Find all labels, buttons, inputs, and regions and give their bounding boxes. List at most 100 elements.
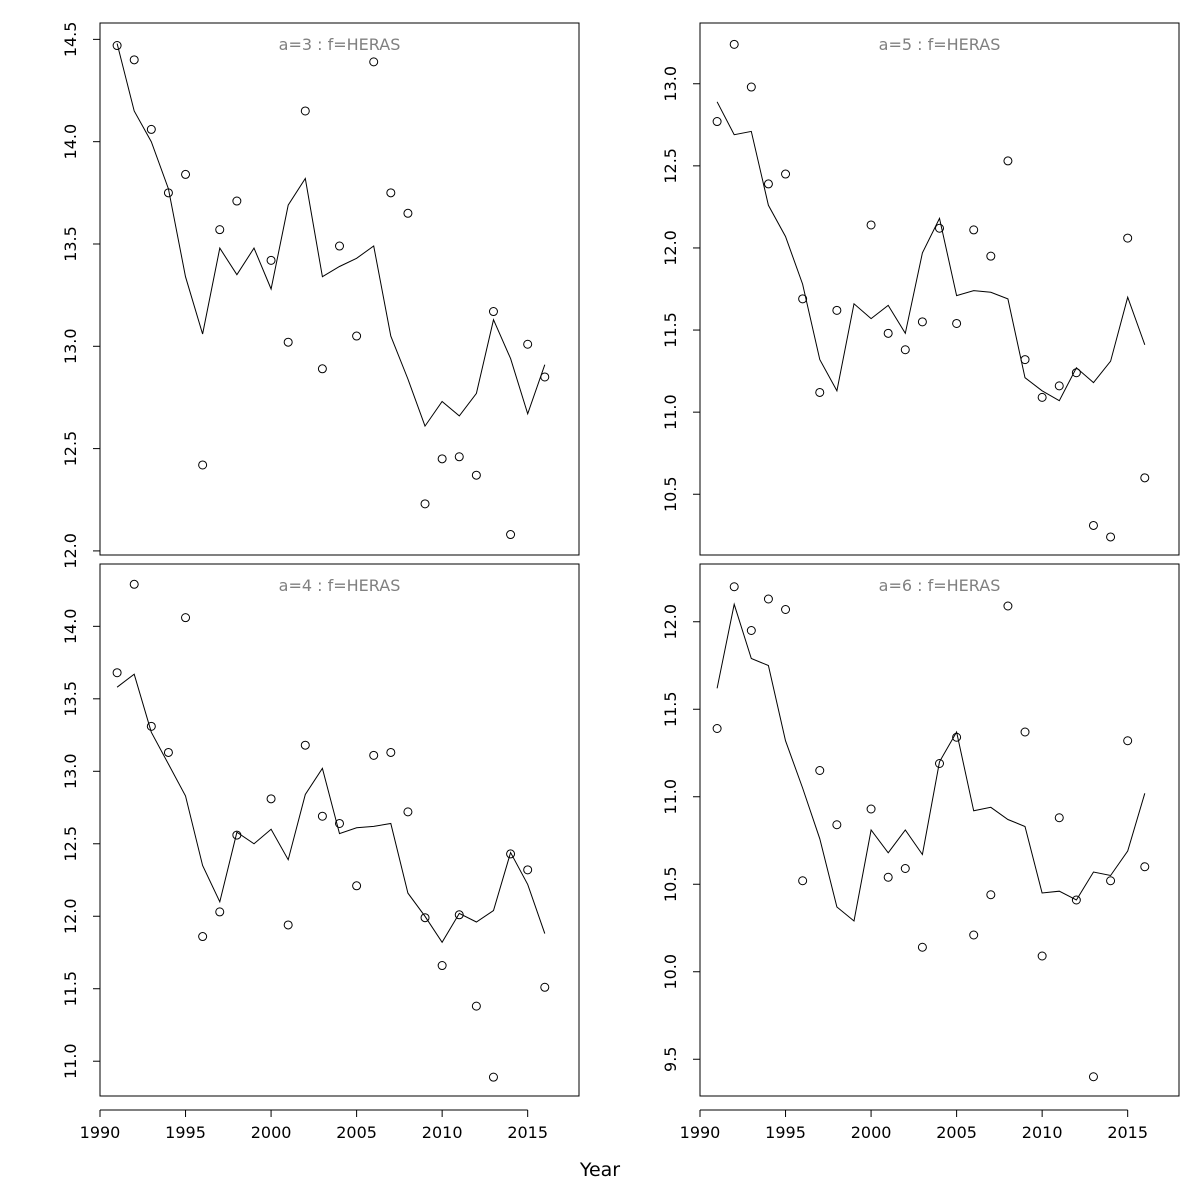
plot-frame bbox=[99, 22, 580, 556]
data-point bbox=[832, 820, 842, 830]
data-point bbox=[198, 460, 208, 470]
fitted-line bbox=[716, 101, 1146, 402]
x-tick-label: 2005 bbox=[936, 1123, 977, 1142]
data-point bbox=[935, 223, 944, 233]
data-point bbox=[335, 241, 344, 251]
y-tick-label: 10.0 bbox=[661, 954, 680, 990]
data-point bbox=[1088, 1072, 1098, 1082]
data-point bbox=[1037, 392, 1047, 402]
panel-title: a=4 : f=HERAS bbox=[279, 576, 401, 595]
panel-title: a=6 : f=HERAS bbox=[879, 576, 1001, 595]
panel-2: a=5 : f=HERAS 10.5 11.0 11.5 12.0 12.5 13.0 bbox=[661, 22, 1180, 556]
data-point bbox=[1123, 233, 1133, 243]
data-point bbox=[215, 225, 225, 235]
data-point bbox=[146, 721, 156, 731]
data-point bbox=[1106, 876, 1116, 886]
x-tick-label: 1995 bbox=[765, 1123, 806, 1142]
data-point bbox=[781, 169, 791, 179]
data-point bbox=[969, 930, 979, 940]
data-point bbox=[386, 188, 396, 198]
x-tick-label: 2010 bbox=[422, 1123, 463, 1142]
y-tick-label: 12.0 bbox=[661, 604, 680, 640]
data-point bbox=[729, 39, 739, 49]
data-point bbox=[112, 41, 122, 51]
x-tick-label: 2000 bbox=[251, 1123, 292, 1142]
data-point bbox=[883, 872, 893, 882]
data-point bbox=[420, 913, 430, 923]
data-point bbox=[986, 890, 996, 900]
x-tick-label: 1995 bbox=[165, 1123, 206, 1142]
data-point bbox=[163, 747, 173, 757]
data-point bbox=[986, 251, 996, 261]
data-point bbox=[352, 881, 362, 891]
data-point bbox=[506, 849, 516, 859]
y-tick-label: 11.0 bbox=[61, 1043, 80, 1079]
y-tick-label: 10.5 bbox=[661, 866, 680, 902]
data-point bbox=[129, 579, 139, 589]
x-tick-label: 2015 bbox=[1107, 1123, 1148, 1142]
y-tick-label: 11.5 bbox=[661, 691, 680, 727]
data-point bbox=[866, 804, 876, 814]
data-point bbox=[420, 499, 430, 509]
y-tick-label: 13.0 bbox=[661, 66, 680, 102]
data-point bbox=[798, 294, 808, 304]
data-point bbox=[437, 454, 447, 464]
data-point bbox=[488, 1072, 498, 1082]
plot-frame bbox=[99, 563, 580, 1097]
y-tick-label: 12.5 bbox=[61, 431, 80, 467]
data-point bbox=[1054, 813, 1064, 823]
data-point bbox=[283, 337, 293, 347]
panel-1: a=3 : f=HERAS 12.0 12.5 13.0 13.5 14.0 14.5 bbox=[61, 22, 580, 569]
panels-group: a=3 : f=HERAS 12.0 12.5 13.0 13.5 14.0 14.5 a=5… bbox=[61, 22, 1180, 1142]
data-point bbox=[1071, 895, 1081, 905]
data-point bbox=[952, 318, 962, 328]
y-tick-label: 14.0 bbox=[61, 609, 80, 645]
data-point bbox=[917, 317, 927, 327]
panel-title: a=3 : f=HERAS bbox=[279, 35, 401, 54]
data-point bbox=[198, 932, 208, 942]
data-point bbox=[1054, 381, 1064, 391]
data-point bbox=[781, 605, 791, 614]
data-point bbox=[1003, 601, 1013, 611]
data-point bbox=[352, 331, 362, 341]
data-point bbox=[917, 942, 927, 952]
data-point bbox=[1123, 736, 1133, 746]
data-point bbox=[232, 196, 242, 206]
panel-title: a=5 : f=HERAS bbox=[879, 35, 1001, 54]
data-point bbox=[540, 982, 550, 992]
data-point bbox=[746, 626, 756, 635]
data-point bbox=[523, 865, 533, 875]
data-point bbox=[712, 117, 722, 127]
data-point bbox=[815, 766, 825, 775]
data-point bbox=[523, 339, 533, 349]
data-point bbox=[283, 920, 293, 930]
data-point bbox=[369, 750, 379, 760]
y-tick-label: 14.5 bbox=[61, 22, 80, 58]
data-point bbox=[317, 811, 327, 821]
data-point bbox=[215, 907, 225, 917]
data-point bbox=[1106, 532, 1116, 542]
data-point bbox=[300, 106, 310, 116]
data-point bbox=[454, 452, 464, 462]
panel-3: a=4 : f=HERAS 11.0 11.5 12.0 12.5 13.0 13.5 14.… bbox=[61, 563, 580, 1142]
y-tick-label: 12.0 bbox=[661, 230, 680, 266]
y-tick-label: 10.5 bbox=[661, 476, 680, 512]
y-tick-label: 13.0 bbox=[61, 328, 80, 364]
data-point bbox=[146, 124, 156, 134]
data-point bbox=[798, 876, 808, 886]
data-point bbox=[181, 169, 191, 179]
data-point bbox=[729, 582, 739, 592]
y-tick-label: 13.0 bbox=[61, 753, 80, 789]
fitted-line bbox=[116, 673, 546, 944]
data-point bbox=[1071, 368, 1081, 378]
y-tick-label: 13.5 bbox=[61, 226, 80, 262]
y-tick-label: 11.0 bbox=[661, 779, 680, 815]
data-point bbox=[900, 864, 910, 873]
data-point bbox=[952, 732, 962, 742]
x-axis-label: Year bbox=[579, 1159, 620, 1181]
data-point bbox=[900, 345, 910, 355]
data-point bbox=[369, 57, 379, 67]
x-tick-label: 2005 bbox=[336, 1123, 377, 1142]
data-point bbox=[866, 220, 876, 230]
